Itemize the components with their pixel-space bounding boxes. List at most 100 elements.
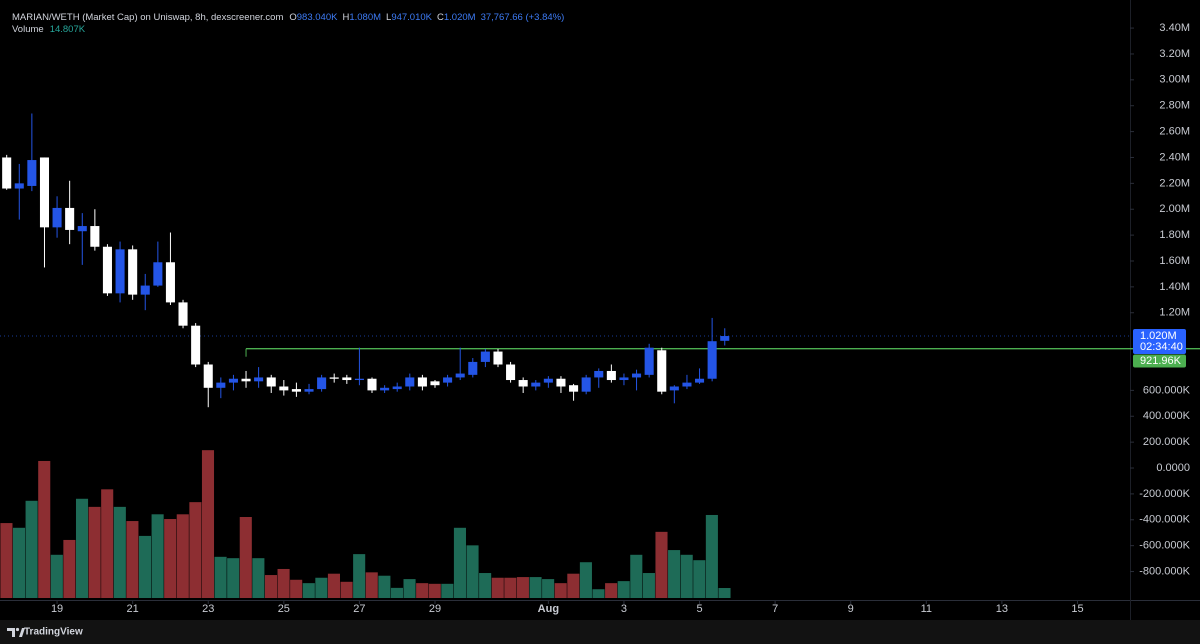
volume-bar: [113, 506, 126, 598]
candle-body: [468, 361, 478, 375]
legend-volume-row: Volume 14.807K: [12, 24, 86, 35]
support-label: 921.96K: [1140, 355, 1182, 367]
candle-body: [2, 157, 12, 189]
volume-bar: [365, 572, 378, 598]
candle-body: [228, 378, 238, 383]
candle-body: [543, 378, 553, 383]
candle-body: [695, 378, 705, 383]
volume-bar: [668, 550, 681, 598]
volume-bar: [290, 579, 303, 598]
legend-change: 37,767.66 (+3.84%): [481, 12, 565, 23]
x-tick-label: 27: [353, 603, 365, 615]
candle-body: [720, 336, 730, 341]
volume-bar: [554, 583, 567, 598]
volume-bar: [315, 577, 328, 598]
volume-bar: [302, 583, 315, 598]
legend-value: 1.080M: [349, 12, 381, 23]
volume-bar: [542, 579, 555, 598]
volume-bar: [227, 558, 240, 598]
volume-bar: [88, 506, 101, 598]
volume-bar: [718, 588, 731, 598]
candle-body: [266, 377, 276, 387]
candle-body: [90, 226, 100, 247]
volume-bar: [176, 514, 189, 598]
volume-bar: [617, 581, 630, 598]
candle-body: [632, 373, 642, 378]
x-tick-label: 7: [772, 603, 778, 615]
y-tick-label: -200.000K: [1139, 488, 1190, 500]
last-price-label: 1.020M: [1140, 330, 1177, 342]
legend-value: 983.040K: [297, 12, 338, 23]
y-tick-label: 1.40M: [1159, 281, 1190, 293]
candle-body: [52, 207, 62, 228]
candle-body: [506, 364, 516, 381]
candle-body: [27, 160, 37, 186]
candle-body: [531, 382, 541, 387]
y-tick-label: 2.00M: [1159, 203, 1190, 215]
candle-body: [493, 351, 503, 365]
candle-body: [153, 262, 163, 286]
candle-body: [14, 183, 24, 189]
volume-bar: [101, 489, 114, 598]
candle-body: [619, 377, 629, 381]
footer-bar: [0, 620, 1200, 644]
volume-bar: [0, 523, 13, 598]
y-tick-label: 2.20M: [1159, 177, 1190, 189]
last-price-box: [1133, 329, 1186, 355]
candle-body: [128, 249, 138, 295]
x-tick-label: 25: [278, 603, 290, 615]
y-tick-label: 600.000K: [1143, 384, 1191, 396]
candle-body: [77, 226, 87, 232]
candle-body: [606, 370, 616, 381]
candle-body: [405, 377, 415, 387]
volume-bar: [441, 583, 454, 598]
y-tick-label: -600.000K: [1139, 540, 1190, 552]
candle-body: [304, 389, 314, 392]
y-tick-label: 2.80M: [1159, 100, 1190, 112]
volume-bar: [353, 554, 366, 598]
candle-body: [329, 377, 339, 379]
volume-bar: [630, 554, 643, 598]
volume-bar: [416, 583, 429, 598]
candle-body: [392, 386, 402, 390]
legend-title: MARIAN/WETH (Market Cap) on Uniswap, 8h,…: [12, 12, 283, 23]
y-tick-label: 1.20M: [1159, 307, 1190, 319]
volume-bar: [592, 589, 605, 598]
x-tick-label: 29: [429, 603, 441, 615]
candle-body: [140, 285, 150, 295]
candle-body: [279, 386, 289, 391]
candle-body: [518, 380, 528, 387]
candle-body: [291, 389, 301, 392]
volume-bar: [126, 521, 139, 598]
candle-body: [417, 377, 427, 387]
volume-bar: [655, 531, 668, 598]
volume-bar: [189, 502, 202, 598]
volume-bar: [214, 556, 227, 598]
volume-bar: [75, 498, 89, 598]
x-tick-label: 13: [996, 603, 1008, 615]
candle-body: [115, 249, 125, 294]
volume-bar: [38, 460, 51, 598]
candle-body: [480, 351, 490, 362]
y-tick-label: 1.80M: [1159, 229, 1190, 241]
x-tick-label: 5: [696, 603, 702, 615]
volume-bar: [50, 554, 63, 598]
y-tick-label: 3.40M: [1159, 22, 1190, 34]
volume-bar: [567, 573, 580, 598]
y-tick-label: 2.60M: [1159, 125, 1190, 137]
volume-bar: [25, 500, 38, 598]
candle-body: [367, 378, 377, 391]
x-tick-label: 15: [1071, 603, 1083, 615]
candle-body: [342, 377, 352, 381]
candle-body: [178, 302, 188, 326]
volume-value: 14.807K: [50, 24, 86, 35]
volume-bar: [642, 573, 655, 598]
volume-bar: [12, 527, 26, 598]
volume-bar: [705, 514, 718, 598]
candle-body: [707, 341, 717, 379]
volume-bar: [164, 519, 177, 598]
candle-body: [380, 387, 390, 391]
volume-label: Volume: [12, 24, 44, 35]
